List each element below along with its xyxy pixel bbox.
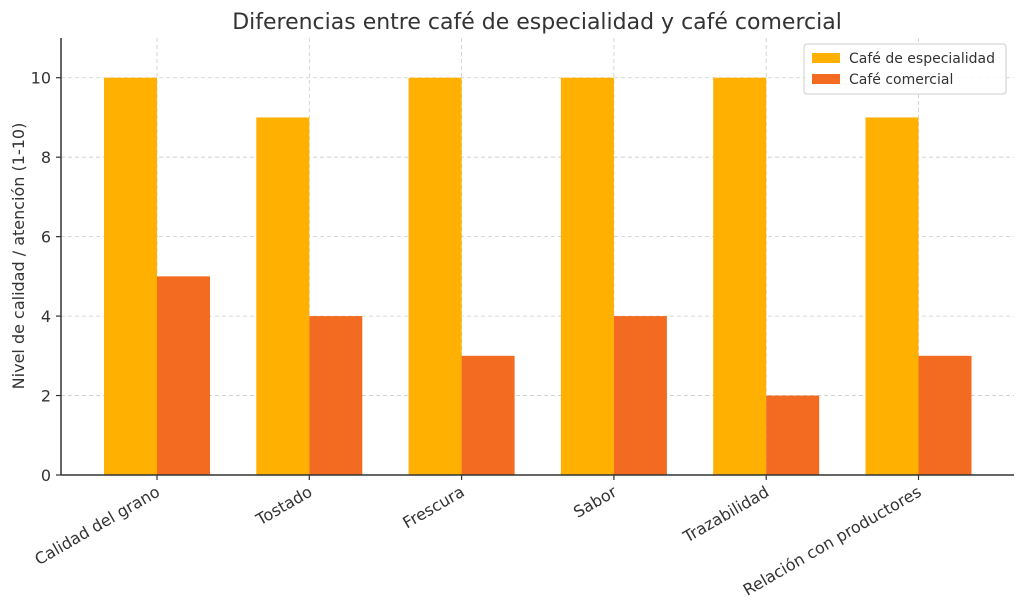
bar-especialidad [865, 117, 919, 476]
legend-swatch-especialidad [812, 53, 840, 63]
legend-label-comercial: Café comercial [849, 72, 953, 88]
legend-swatch-comercial [812, 74, 840, 84]
bar-especialidad [560, 77, 614, 476]
x-tick-label: Calidad del grano [31, 482, 163, 569]
bar-comercial [461, 355, 515, 475]
axes-layer [60, 38, 1014, 476]
bars-layer [104, 77, 972, 476]
bar-comercial [309, 316, 363, 475]
x-tick-label: Tostado [252, 482, 315, 530]
y-tick-label: 6 [41, 228, 51, 247]
legend-box [803, 43, 1007, 95]
bar-comercial [613, 316, 667, 475]
y-tick-label: 8 [41, 148, 51, 167]
legend-label-especialidad: Café de especialidad [849, 51, 995, 67]
y-axis-label: Nivel de calidad / atención (1-10) [9, 123, 28, 390]
x-tick-label: Frescura [399, 482, 467, 532]
bar-especialidad [104, 77, 157, 476]
y-tick-label: 4 [41, 307, 51, 326]
legend: Café de especialidad Café comercial [803, 43, 1007, 95]
bar-especialidad [256, 117, 310, 476]
bar-especialidad [713, 77, 767, 476]
chart-title: Diferencias entre café de especialidad y… [232, 10, 842, 35]
y-tick-label: 0 [41, 466, 51, 485]
y-tick-label: 2 [41, 387, 51, 406]
bar-comercial [766, 395, 820, 475]
x-tick-label: Sabor [570, 482, 620, 522]
bar-comercial [918, 355, 972, 475]
bar-especialidad [408, 77, 462, 476]
x-tick-label: Trazabilidad [679, 482, 772, 547]
bar-comercial [157, 276, 210, 475]
y-tick-label: 10 [31, 69, 51, 88]
